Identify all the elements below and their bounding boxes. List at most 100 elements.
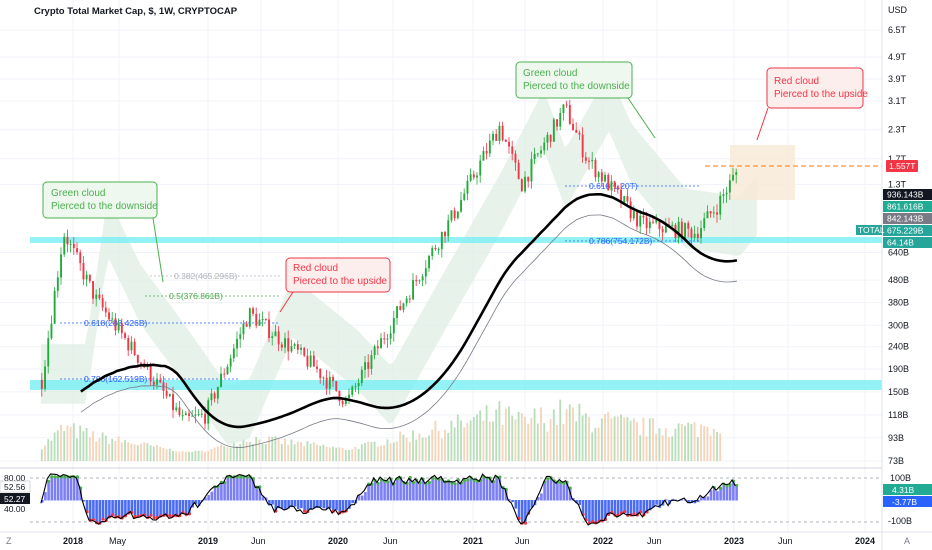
osc-bar <box>53 478 57 501</box>
osc-dot <box>239 475 243 479</box>
volume-bar <box>620 414 622 461</box>
volume-bar <box>706 426 709 461</box>
candle-body <box>149 364 152 382</box>
volume-bar <box>149 445 152 461</box>
cloud-layer <box>40 72 757 446</box>
osc-bar <box>156 500 159 518</box>
candle-body <box>328 376 331 389</box>
candle-body <box>239 334 242 339</box>
volume-bar <box>328 447 331 461</box>
time-axis[interactable]: Z A 2018 May 2019 Jun 2020 Jun 2021 Jun 2022 Jun 2… <box>0 531 932 546</box>
osc-right-badge-bg <box>883 484 932 495</box>
osc-bar <box>616 500 620 516</box>
candle-body <box>728 180 731 193</box>
candle-body <box>456 211 459 219</box>
volume-bar <box>348 449 350 461</box>
osc-bar <box>88 500 92 520</box>
osc-dot <box>47 479 51 483</box>
osc-bar <box>527 500 530 514</box>
osc-line <box>40 473 736 526</box>
volume-bar <box>447 432 450 461</box>
candle-body <box>396 306 398 319</box>
annotation-line2: Pierced to the upside <box>774 89 868 100</box>
volume-bar <box>540 407 542 461</box>
volume-bar <box>639 435 642 461</box>
volume-bar <box>53 432 56 461</box>
osc-bar <box>392 484 396 501</box>
volume-bar <box>290 439 293 461</box>
volume-bar <box>130 443 133 461</box>
candle-body <box>88 274 91 282</box>
volume-bar <box>421 437 424 461</box>
osc-bar <box>117 500 121 517</box>
candle-body <box>216 386 219 399</box>
osc-left-badge: 52.27 <box>4 494 26 504</box>
auto-scale-icon[interactable]: A <box>904 536 910 546</box>
price-tick-label: 118B <box>888 410 908 420</box>
osc-bar <box>511 500 514 503</box>
osc-bar <box>706 496 710 501</box>
osc-bar <box>463 481 466 501</box>
candle-body <box>40 379 43 389</box>
fib-level-label: 0.5(376.861B) <box>169 291 223 301</box>
candle-body <box>156 379 158 385</box>
price-badge-bg <box>883 213 932 224</box>
candle-body <box>194 414 197 416</box>
candle-body <box>108 312 110 320</box>
osc-bar <box>111 500 114 515</box>
osc-bar <box>453 484 457 501</box>
annotation-line1: Green cloud <box>51 188 105 199</box>
osc-left-tick: 40.00 <box>4 504 26 514</box>
candle-body <box>421 276 424 281</box>
osc-left-tick: 80.00 <box>4 473 26 483</box>
time-tick-label: 2020 <box>328 536 348 546</box>
volume-bar <box>533 408 536 461</box>
osc-bar <box>568 488 572 501</box>
candle-body <box>220 373 222 387</box>
volume-bar <box>546 431 549 461</box>
candle-body <box>687 223 690 229</box>
osc-bar <box>444 482 447 501</box>
candle-body <box>466 180 469 194</box>
candle-body <box>431 247 434 256</box>
volume-bar <box>354 446 357 461</box>
price-axis[interactable]: USD 6.5T 4.9T 3.9T 3.1T 2.3T 1.7T 1.3T 640B 480B… <box>856 0 932 550</box>
candle-body <box>85 274 88 280</box>
volume-bar <box>245 441 248 461</box>
osc-bar <box>325 500 329 510</box>
volume-bar <box>50 440 53 461</box>
time-tick-label: Jun <box>647 536 662 546</box>
candle-body <box>399 306 402 310</box>
candle-body <box>434 247 437 250</box>
time-tick-label: 2023 <box>724 536 744 546</box>
volume-bar <box>338 447 341 461</box>
zoom-icon[interactable]: Z <box>6 536 12 546</box>
osc-bar <box>559 483 562 501</box>
osc-bar <box>63 478 66 501</box>
volume-bar <box>79 425 82 461</box>
osc-bar <box>712 488 716 501</box>
candle-body <box>568 105 571 124</box>
candle-body <box>719 195 722 215</box>
volume-bar <box>92 431 94 461</box>
osc-dot <box>453 482 457 486</box>
volume-bar <box>309 443 312 461</box>
price-tick-label: 2.3T <box>888 125 907 135</box>
candle-body <box>204 413 206 424</box>
osc-bar <box>405 484 409 501</box>
volume-bar <box>408 441 411 461</box>
candles-layer <box>40 99 738 431</box>
volume-bar <box>674 428 677 461</box>
candle-body <box>53 290 56 324</box>
candle-body <box>373 346 376 356</box>
volume-bar <box>104 435 107 461</box>
volume-bar <box>95 441 98 461</box>
support-zone-lower <box>30 380 882 390</box>
price-tick-label: 93B <box>888 433 904 443</box>
osc-bar <box>312 500 316 509</box>
candle-body <box>367 362 370 369</box>
candle-body <box>332 376 334 382</box>
volume-bar <box>277 438 280 461</box>
osc-bar <box>620 500 623 513</box>
